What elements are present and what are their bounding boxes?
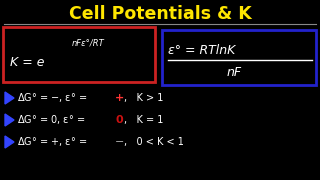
Bar	[3, 27, 155, 82]
Bar	[162, 30, 316, 85]
Text: nF: nF	[227, 66, 242, 78]
Text: K = e: K = e	[10, 55, 44, 69]
Text: $\Delta$G° = −, ε° =: $\Delta$G° = −, ε° =	[17, 91, 88, 105]
Polygon shape	[5, 136, 14, 148]
Polygon shape	[5, 114, 14, 126]
Text: Cell Potentials & K: Cell Potentials & K	[68, 5, 252, 23]
Text: ,   0 < K < 1: , 0 < K < 1	[124, 137, 184, 147]
Text: ,   K = 1: , K = 1	[124, 115, 164, 125]
Text: $\Delta$G° = +, ε° =: $\Delta$G° = +, ε° =	[17, 136, 88, 148]
Text: nFε°/RT: nFε°/RT	[72, 39, 105, 48]
Text: ε° = RTlnK: ε° = RTlnK	[168, 44, 236, 57]
Text: ,   K > 1: , K > 1	[124, 93, 164, 103]
Text: 0: 0	[115, 115, 123, 125]
Text: +: +	[115, 93, 124, 103]
Text: $\Delta$G° = 0, ε° =: $\Delta$G° = 0, ε° =	[17, 114, 86, 127]
Polygon shape	[5, 92, 14, 104]
Text: −: −	[115, 137, 124, 147]
